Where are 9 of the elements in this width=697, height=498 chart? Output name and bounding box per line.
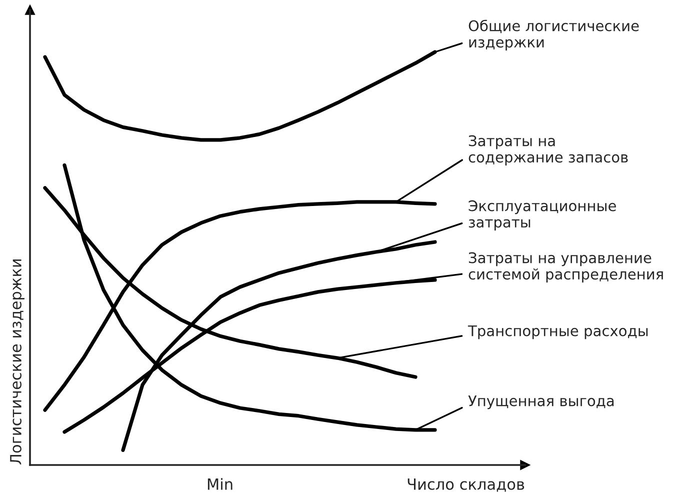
- y-axis-title: Логистические издержки: [10, 259, 24, 464]
- text: Упущенная выгода: [468, 395, 614, 410]
- text: Min: [208, 478, 232, 490]
- text: Эксплуатационные затраты: [468, 200, 616, 230]
- text: Общие логистические издержки: [468, 20, 639, 50]
- text: Затраты на содержание запасов: [468, 135, 628, 166]
- text: Затраты на управление системой распределения: [468, 252, 663, 282]
- text: Транспортные расходы: [468, 325, 648, 340]
- x-axis-title: Число складов: [408, 478, 524, 492]
